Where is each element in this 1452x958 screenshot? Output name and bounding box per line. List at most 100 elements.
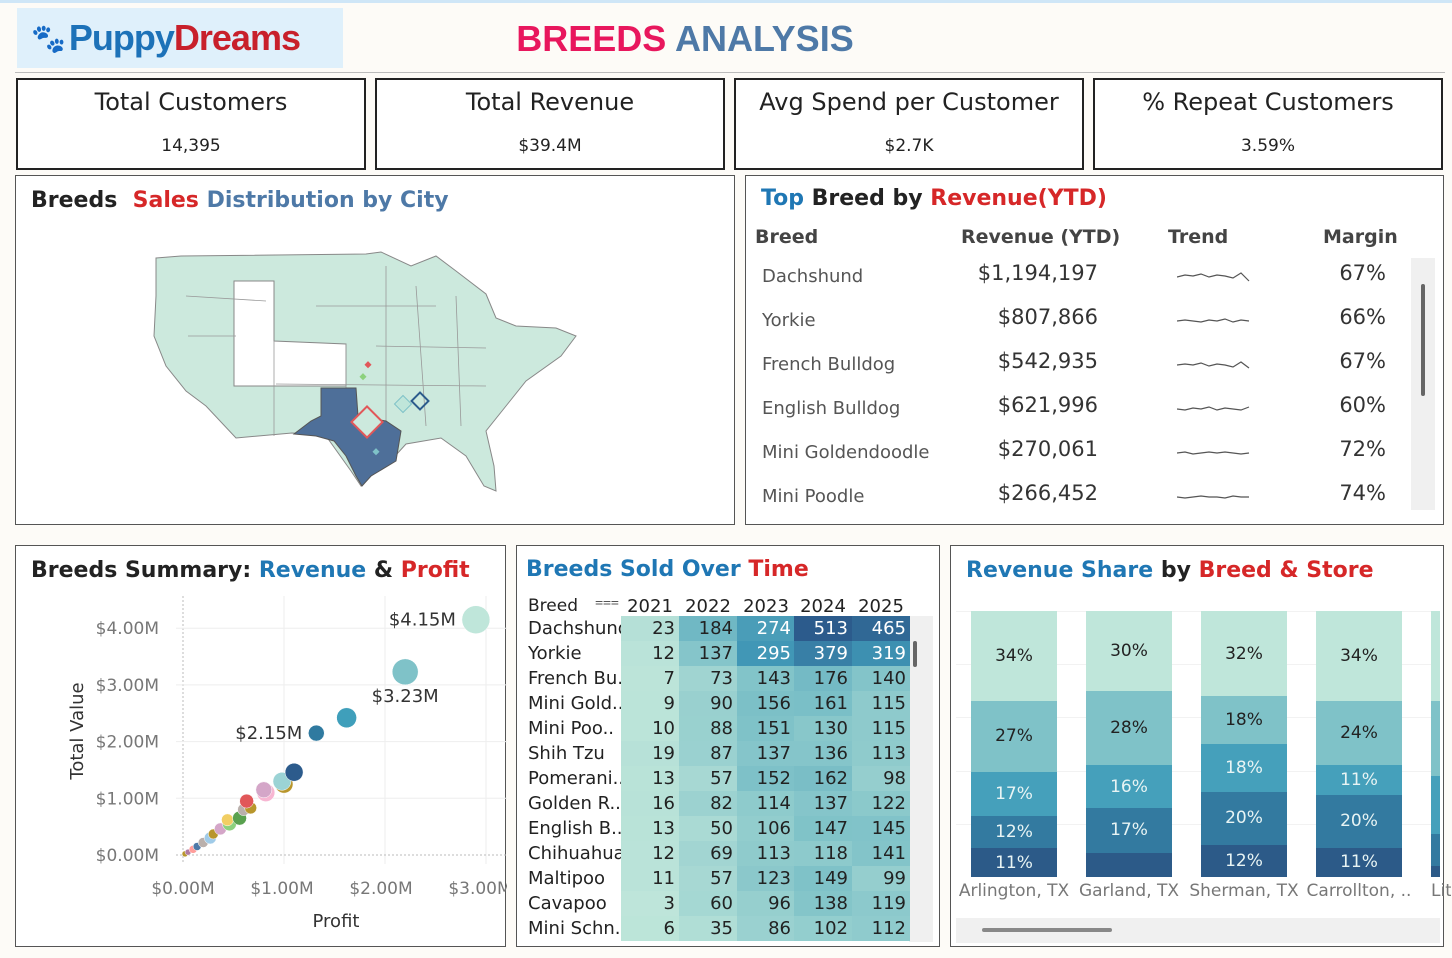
bar-segment[interactable]: 11%: [971, 848, 1057, 877]
bar-segment[interactable]: [1086, 853, 1172, 877]
bar-segment[interactable]: 28%: [1086, 690, 1172, 766]
heatmap-cell[interactable]: 152: [737, 766, 795, 791]
heatmap-cell[interactable]: 114: [737, 791, 795, 816]
heatmap-cell[interactable]: 19: [621, 741, 679, 766]
scatter-point[interactable]: [239, 793, 254, 809]
heatmap-cell[interactable]: 3: [621, 891, 679, 916]
heatmap-cell[interactable]: 9: [621, 691, 679, 716]
heatmap-cell[interactable]: 6: [621, 916, 679, 941]
heatmap-cell[interactable]: 513: [794, 616, 852, 641]
heatmap-cell[interactable]: 99: [852, 866, 910, 891]
heatmap-cell[interactable]: 60: [679, 891, 737, 916]
bar-segment[interactable]: 30%: [1086, 611, 1172, 691]
bar-segment[interactable]: 12%: [1201, 845, 1287, 877]
heatmap-cell[interactable]: 176: [794, 666, 852, 691]
vertical-scrollbar[interactable]: [909, 616, 933, 942]
heatmap-cell[interactable]: 50: [679, 816, 737, 841]
heatmap-cell[interactable]: 465: [852, 616, 910, 641]
scatter-point[interactable]: [308, 724, 325, 742]
heatmap-cell[interactable]: 11: [621, 866, 679, 891]
bar-segment[interactable]: 27%: [971, 700, 1057, 772]
heatmap-cell[interactable]: 184: [679, 616, 737, 641]
heatmap-cell[interactable]: 137: [737, 741, 795, 766]
heatmap-cell[interactable]: 137: [794, 791, 852, 816]
bar-segment[interactable]: [1431, 611, 1440, 702]
heatmap-cell[interactable]: 98: [852, 766, 910, 791]
heatmap-cell[interactable]: 141: [852, 841, 910, 866]
heatmap-cell[interactable]: 140: [852, 666, 910, 691]
bar-segment[interactable]: 20%: [1201, 791, 1287, 846]
heatmap-cell[interactable]: 149: [794, 866, 852, 891]
heatmap-cell[interactable]: 73: [679, 666, 737, 691]
heatmap-cell[interactable]: 156: [737, 691, 795, 716]
heatmap-cell[interactable]: 122: [852, 791, 910, 816]
bar-segment[interactable]: [1431, 866, 1440, 877]
header-breed[interactable]: Breed: [755, 226, 819, 248]
bar-segment[interactable]: 24%: [1316, 701, 1402, 766]
heatmap-cell[interactable]: 13: [621, 816, 679, 841]
heatmap-cell[interactable]: 96: [737, 891, 795, 916]
heatmap-cell[interactable]: 113: [737, 841, 795, 866]
bar-segment[interactable]: 11%: [1316, 765, 1402, 795]
bar-segment[interactable]: 16%: [1086, 765, 1172, 808]
vertical-scrollbar[interactable]: [1411, 258, 1435, 510]
bar-segment[interactable]: [1431, 834, 1440, 867]
heatmap-cell[interactable]: 138: [794, 891, 852, 916]
bar-segment[interactable]: 20%: [1316, 794, 1402, 848]
header-margin[interactable]: Margin: [1323, 226, 1398, 248]
sort-icon[interactable]: ⩶: [595, 594, 619, 610]
heatmap-cell[interactable]: 161: [794, 691, 852, 716]
bar-segment[interactable]: 18%: [1201, 744, 1287, 792]
heatmap-cell[interactable]: 151: [737, 716, 795, 741]
heatmap-cell[interactable]: 23: [621, 616, 679, 641]
heatmap-cell[interactable]: 113: [852, 741, 910, 766]
heatmap-cell[interactable]: 69: [679, 841, 737, 866]
bar-segment[interactable]: 32%: [1201, 611, 1287, 697]
scatter-point[interactable]: [255, 781, 273, 799]
heatmap-cell[interactable]: 123: [737, 866, 795, 891]
heatmap-cell[interactable]: 115: [852, 716, 910, 741]
heatmap-cell[interactable]: 115: [852, 691, 910, 716]
heatmap-cell[interactable]: 12: [621, 641, 679, 666]
heatmap-cell[interactable]: 119: [852, 891, 910, 916]
heatmap-cell[interactable]: 12: [621, 841, 679, 866]
heatmap-cell[interactable]: 16: [621, 791, 679, 816]
heatmap-cell[interactable]: 88: [679, 716, 737, 741]
scatter-point[interactable]: [221, 813, 234, 827]
scatter-chart[interactable]: $0.00M $1.00M $2.00M $3.00M $0.00M $1.00M $2.0…: [16, 546, 507, 948]
bar-segment[interactable]: 34%: [1316, 611, 1402, 702]
heatmap-cell[interactable]: 136: [794, 741, 852, 766]
breed-column-header[interactable]: Breed: [528, 596, 578, 616]
heatmap-cell[interactable]: 319: [852, 641, 910, 666]
heatmap-cell[interactable]: 137: [679, 641, 737, 666]
heatmap-cell[interactable]: 162: [794, 766, 852, 791]
heatmap-cell[interactable]: 130: [794, 716, 852, 741]
heatmap-cell[interactable]: 10: [621, 716, 679, 741]
heatmap-cell[interactable]: 145: [852, 816, 910, 841]
header-trend[interactable]: Trend: [1168, 226, 1229, 248]
scatter-point[interactable]: [461, 605, 491, 634]
heatmap-cell[interactable]: 35: [679, 916, 737, 941]
us-map[interactable]: [16, 176, 736, 526]
heatmap-cell[interactable]: 118: [794, 841, 852, 866]
heatmap-cell[interactable]: 57: [679, 766, 737, 791]
bar-segment[interactable]: 34%: [971, 611, 1057, 701]
bar-segment[interactable]: 11%: [1316, 847, 1402, 877]
bar-segment[interactable]: [1431, 701, 1440, 776]
heatmap-cell[interactable]: 57: [679, 866, 737, 891]
bar-segment[interactable]: [1431, 775, 1440, 835]
heatmap-cell[interactable]: 7: [621, 666, 679, 691]
bar-segment[interactable]: 18%: [1201, 696, 1287, 744]
bar-segment[interactable]: 17%: [971, 771, 1057, 817]
bar-segment[interactable]: 12%: [971, 816, 1057, 849]
heatmap-cell[interactable]: 143: [737, 666, 795, 691]
heatmap-cell[interactable]: 86: [737, 916, 795, 941]
scatter-point[interactable]: [284, 762, 304, 782]
scatter-point[interactable]: [336, 707, 357, 729]
heatmap-cell[interactable]: 112: [852, 916, 910, 941]
scrollbar-thumb[interactable]: [913, 641, 917, 667]
horizontal-scrollbar[interactable]: [956, 918, 1440, 943]
heatmap-cell[interactable]: 379: [794, 641, 852, 666]
heatmap-cell[interactable]: 274: [737, 616, 795, 641]
heatmap-cell[interactable]: 82: [679, 791, 737, 816]
